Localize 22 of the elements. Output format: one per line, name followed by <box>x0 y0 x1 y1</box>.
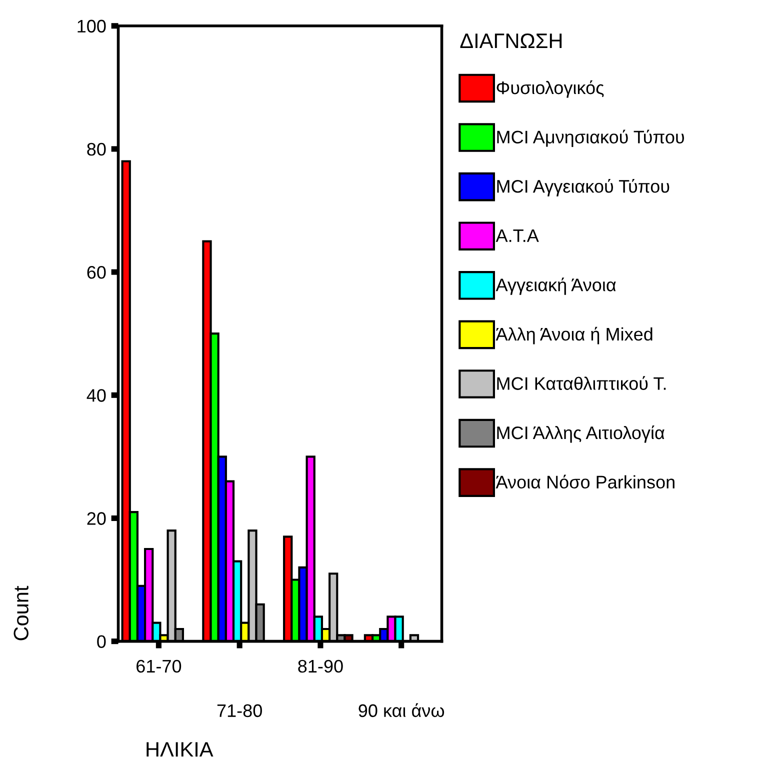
y-tick-label: 100 <box>78 20 106 33</box>
legend-label: MCI Αμνησιακού Τύπου <box>497 130 684 148</box>
x-tick-label: 71-80 <box>217 704 262 718</box>
x-tick-label: 81-90 <box>298 660 343 673</box>
legend-label: Άνοια Νόσο Parkinson <box>496 474 674 489</box>
legend-label: Α.Τ.Α <box>496 229 539 242</box>
x-tick-label: 90 και άνω <box>358 703 444 718</box>
legend-label: Φυσιολογικός <box>496 80 604 98</box>
y-tick-label: 20 <box>87 512 106 525</box>
y-tick-label: 80 <box>87 142 106 156</box>
y-tick-label: 0 <box>97 635 106 648</box>
legend-label: MCI Καταθλιπτικού Τ. <box>497 376 666 390</box>
legend-label: Αγγειακή Άνοια <box>496 278 616 295</box>
x-tick-label: 61-70 <box>136 660 182 673</box>
y-tick-label: 40 <box>86 389 106 402</box>
y-axis-title: Count <box>14 586 28 640</box>
legend-label: Άλλη Άνοια ή Mixed <box>496 326 652 344</box>
y-tick-label: 60 <box>87 266 106 279</box>
x-axis-title: ΗΛΙΚΙΑ <box>146 742 214 757</box>
legend-label: MCI Άλλης Αιτιολογία <box>497 425 664 443</box>
legend-title: ΔΙΑΓΝΩΣΗ <box>460 33 562 48</box>
legend-label: MCI Αγγειακού Τύπου <box>497 179 670 196</box>
